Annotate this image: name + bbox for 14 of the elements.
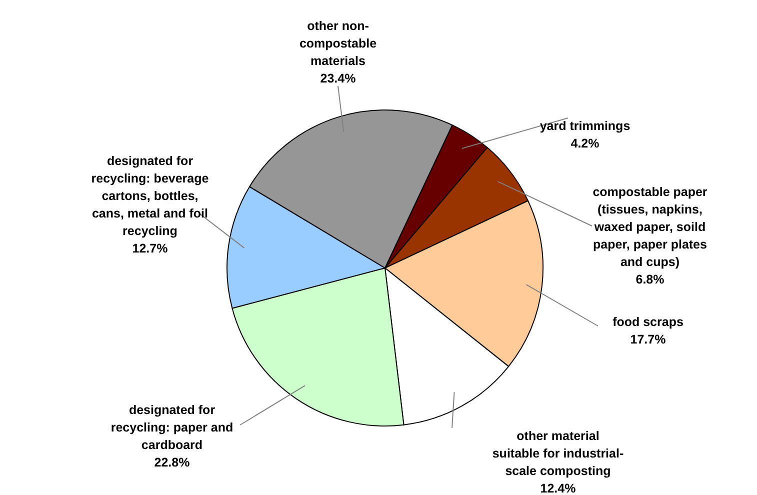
data-label: 23.4%: [320, 72, 356, 86]
data-label: 12.4%: [540, 482, 576, 495]
data-label: 22.8%: [154, 456, 190, 470]
slice-label: designated for recycling: beverage cartons, bottles, cans, metal and foil recycling: [91, 154, 209, 238]
data-label: 6.8%: [636, 272, 664, 286]
data-label: 4.2%: [570, 136, 600, 150]
data-label: 12.7%: [132, 242, 168, 256]
slice-label: other material suitable for industrial- scale composting: [492, 429, 624, 478]
slice-label: compostable paper (tissues, napkins, waxed paper, soild paper, paper plates and cups): [592, 185, 708, 269]
slice-label: designated for recycling: paper and cardboard: [110, 403, 234, 452]
slice-label: food scraps: [612, 315, 684, 329]
slice-label: yard trimmings: [540, 119, 630, 133]
data-label: 17.7%: [630, 332, 666, 346]
slice-label: other non- compostable materials: [299, 19, 377, 68]
